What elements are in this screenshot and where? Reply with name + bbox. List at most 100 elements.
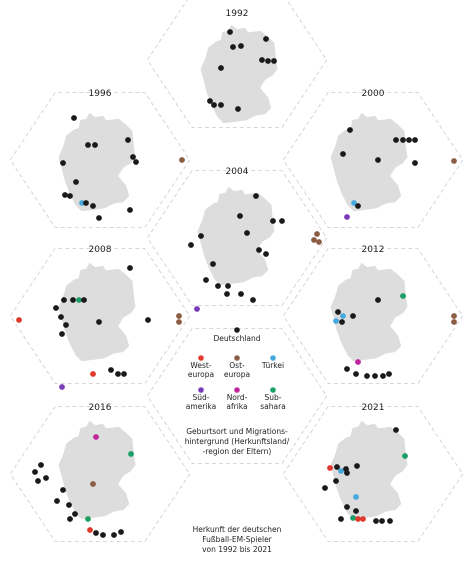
player-dot-2016-westeuropa [87, 527, 93, 533]
player-dot-2021-deutschland [373, 518, 379, 524]
player-dot-2000-deutschland [400, 137, 406, 143]
player-dot-2021-deutschland [338, 516, 344, 522]
player-dot-2008-deutschland [61, 297, 67, 303]
player-dot-2004-deutschland [188, 242, 194, 248]
year-label-2012: 2012 [362, 245, 385, 255]
germany-map-2000 [329, 111, 409, 213]
player-dot-2021-deutschland [322, 485, 328, 491]
player-dot-2000-tuerkei [351, 200, 357, 206]
player-dot-1992-deutschland [227, 29, 233, 35]
germany-map-2012 [329, 261, 409, 363]
legend-label-suedamerika-1: Süd- [193, 393, 210, 402]
player-dot-2016-osteuropa [90, 481, 96, 487]
year-label-1996: 1996 [89, 89, 112, 99]
player-dot-2008-deutschland [115, 371, 121, 377]
hexagon-frame [9, 406, 191, 542]
player-dot-1996-deutschland [60, 160, 66, 166]
player-dot-1996-deutschland [85, 142, 91, 148]
player-dot-1992-osteuropa [179, 157, 185, 163]
player-dot-2021-deutschland [393, 427, 399, 433]
player-dot-2016-deutschland [32, 469, 38, 475]
player-dot-2016-deutschland [72, 511, 78, 517]
legend: Deutschland West- europa Ost- europa Tür… [186, 327, 286, 411]
legend-dot-nordafrika [234, 387, 240, 393]
legend-caption-line-3: -region der Eltern) [203, 447, 272, 456]
legend-label-nordafrika-2: afrika [226, 402, 247, 411]
year-label-2008: 2008 [89, 245, 112, 255]
title-line-3: von 1992 bis 2021 [202, 545, 272, 554]
legend-dot-deutschland [234, 327, 240, 333]
player-dot-2000-osteuropa [451, 158, 457, 164]
player-dot-2008-westeuropa [90, 371, 96, 377]
legend-label-suedamerika-2: amerika [186, 402, 217, 411]
player-dot-2004-deutschland [256, 247, 262, 253]
player-dot-2000-deutschland [375, 157, 381, 163]
player-dot-2008-deutschland [70, 297, 76, 303]
player-dot-2000-deutschland [412, 160, 418, 166]
player-dot-2016-deutschland [93, 530, 99, 536]
player-dot-2008-deutschland [59, 331, 65, 337]
player-dot-2012-deutschland [372, 373, 378, 379]
player-dot-2016-deutschland [43, 475, 49, 481]
legend-label-westeuropa-2: europa [188, 370, 214, 379]
player-dot-2004-osteuropa [311, 237, 317, 243]
player-dot-2004-deutschland [238, 291, 244, 297]
player-dot-1992-deutschland [218, 102, 224, 108]
legend-label-westeuropa-1: West- [190, 361, 211, 370]
hexagon-frame [282, 406, 464, 542]
hexagon-frame [282, 92, 464, 228]
player-dot-1996-deutschland [71, 115, 77, 121]
player-dot-2004-deutschland [270, 218, 276, 224]
player-dot-1996-deutschland [96, 215, 102, 221]
player-dot-2004-deutschland [279, 218, 285, 224]
player-dot-2012-deutschland [380, 373, 386, 379]
player-dot-1992-deutschland [271, 58, 277, 64]
legend-dot-osteuropa [234, 355, 240, 361]
player-dot-2008-deutschland [108, 367, 114, 373]
player-dot-2008-deutschland [96, 319, 102, 325]
player-dot-2000-suedamerika [344, 214, 350, 220]
player-dot-2016-deutschland [67, 516, 73, 522]
player-dots [16, 29, 457, 538]
player-dot-2021-deutschland [353, 508, 359, 514]
player-dot-2004-deutschland [253, 193, 259, 199]
player-dot-1992-deutschland [263, 36, 269, 42]
player-dot-2004-osteuropa [316, 239, 322, 245]
title-line-1: Herkunft der deutschen [193, 525, 282, 534]
player-dot-2016-deutschland [35, 478, 41, 484]
player-dot-2008-deutschland [58, 314, 64, 320]
player-dot-2021-tuerkei [353, 494, 359, 500]
player-dot-2021-westeuropa [355, 516, 361, 522]
player-dot-2008-osteuropa [176, 319, 182, 325]
player-dot-2012-deutschland [386, 371, 392, 377]
player-dot-2021-tuerkei [338, 468, 344, 474]
player-dot-2004-deutschland [203, 277, 209, 283]
player-dot-2000-deutschland [347, 127, 353, 133]
year-label-2004: 2004 [226, 167, 249, 177]
player-dot-2008-westeuropa [16, 317, 22, 323]
player-dot-1992-deutschland [265, 58, 271, 64]
player-dot-2016-nordafrika [93, 434, 99, 440]
player-dot-1992-deutschland [235, 106, 241, 112]
legend-label-deutschland: Deutschland [213, 334, 260, 343]
player-dot-2021-westeuropa [327, 465, 333, 471]
player-dot-2016-subsahara [128, 451, 134, 457]
player-dot-1992-deutschland [259, 57, 265, 63]
player-dot-2021-deutschland [334, 464, 340, 470]
player-dot-2008-deutschland [121, 371, 127, 377]
player-dot-2008-suedamerika [59, 384, 65, 390]
player-dot-2012-tuerkei [340, 313, 346, 319]
player-dot-2012-deutschland [335, 309, 341, 315]
player-dot-2012-deutschland [353, 371, 359, 377]
title-line-2: Fußball-EM-Spieler [202, 535, 272, 544]
player-dot-2004-deutschland [225, 283, 231, 289]
player-dot-2012-tuerkei [333, 318, 339, 324]
legend-label-nordafrika-1: Nord- [227, 393, 248, 402]
player-dot-2004-deutschland [210, 261, 216, 267]
legend-label-tuerkei: Türkei [261, 361, 284, 370]
player-dot-2008-subsahara [76, 297, 82, 303]
germany-map-1996 [57, 111, 137, 213]
legend-dot-subsahara [270, 387, 276, 393]
player-dot-2021-deutschland [379, 518, 385, 524]
player-dot-2008-deutschland [145, 317, 151, 323]
